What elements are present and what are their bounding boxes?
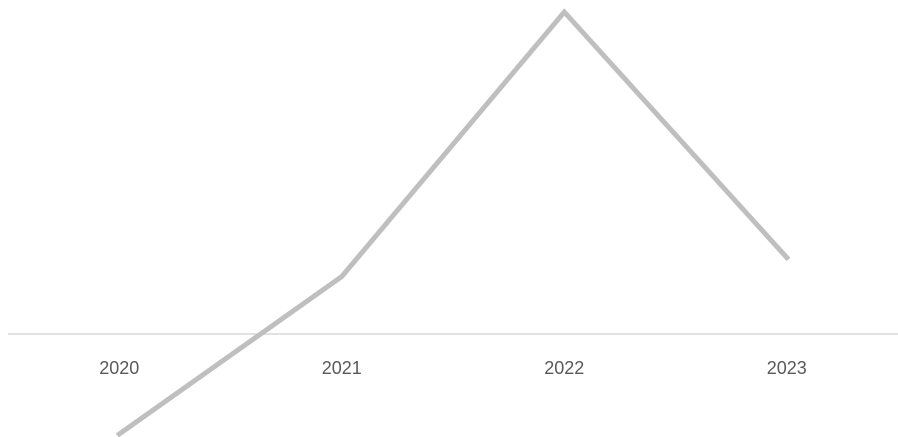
x-tick-label-2022: 2022 (544, 358, 584, 378)
x-tick-label-2020: 2020 (99, 358, 139, 378)
x-tick-label-2021: 2021 (322, 358, 362, 378)
series-line-0 (115, 8, 791, 437)
x-tick-label-2023: 2023 (767, 358, 807, 378)
series-layer (115, 8, 791, 437)
x-tick-labels: 2020 2021 2022 2023 (99, 358, 807, 378)
